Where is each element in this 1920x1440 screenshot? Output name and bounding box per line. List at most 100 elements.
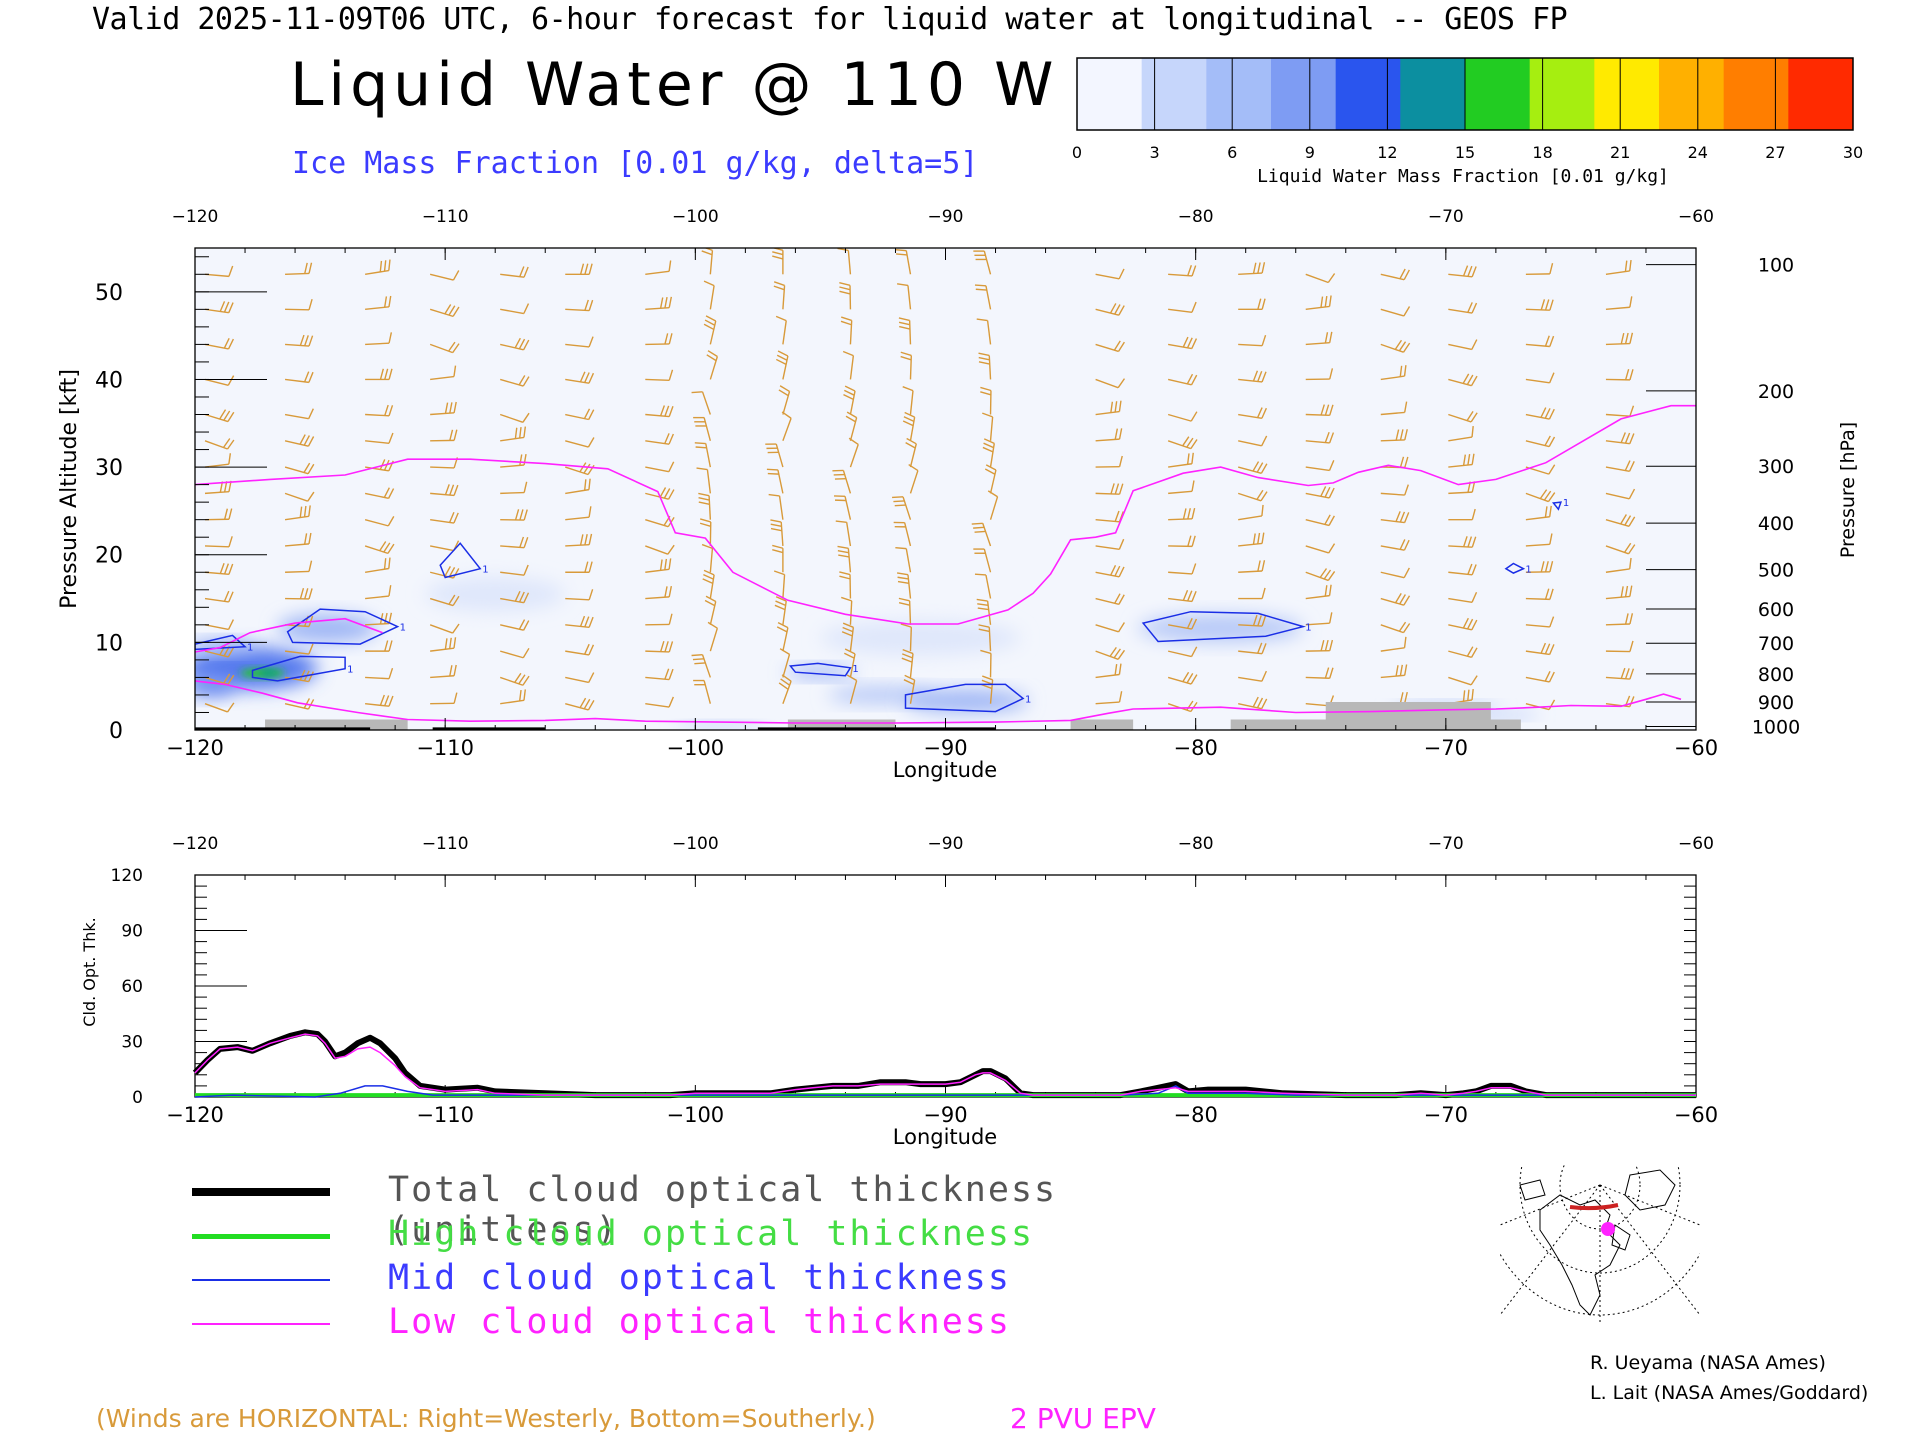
wind-barb — [703, 280, 715, 310]
wind-barb — [1168, 480, 1195, 495]
wind-barb — [1238, 334, 1267, 347]
wind-barb-shaft — [1095, 378, 1119, 389]
wind-barb-shaft — [1095, 624, 1119, 633]
wind-barb — [1305, 639, 1334, 652]
wind-barb-shaft — [782, 574, 786, 599]
wind-barb — [645, 333, 673, 346]
wind-barb-feather — [588, 533, 593, 545]
wind-barb-feather — [978, 624, 990, 628]
wind-barb-feather — [701, 543, 713, 550]
pressure-tick-label: 500 — [1758, 560, 1794, 582]
wind-barb-shaft — [847, 250, 852, 275]
wind-barb-feather — [387, 516, 395, 527]
wind-barb-feather — [1114, 428, 1119, 440]
wind-barb — [766, 468, 784, 494]
wind-barb-feather — [694, 662, 706, 665]
wind-barb-feather — [379, 541, 387, 552]
wind-barb-feather — [974, 284, 986, 287]
wind-barb — [980, 649, 992, 678]
wind-barb-feather — [388, 640, 393, 652]
wind-barb-feather — [388, 405, 394, 416]
wind-barb-feather — [453, 484, 459, 496]
colorbar-swatch — [1271, 58, 1337, 130]
wind-barb-feather — [1548, 671, 1555, 683]
wind-barb — [430, 484, 459, 497]
wind-barb-feather — [894, 504, 906, 507]
wind-barb-feather — [299, 588, 305, 600]
wind-barb-feather — [1398, 341, 1407, 352]
map-coastline — [1611, 1224, 1631, 1251]
wind-barb-feather — [1629, 296, 1633, 308]
legend-label-high: High cloud optical thickness — [388, 1214, 1035, 1254]
wind-barb-feather — [304, 588, 309, 600]
wind-barb — [896, 572, 912, 599]
wind-barb — [1168, 336, 1198, 350]
wind-barb — [1095, 646, 1126, 660]
map-meridian — [1599, 1184, 1700, 1316]
wind-barb-feather — [1257, 262, 1261, 274]
colorbar-tick-label: 6 — [1227, 143, 1237, 162]
wind-barb-feather — [588, 263, 593, 275]
wind-barb-feather — [900, 355, 912, 361]
wind-barb — [1095, 564, 1125, 578]
wind-barb-feather — [1118, 566, 1125, 578]
wind-barb-shaft — [1448, 597, 1473, 603]
wind-barb-shaft — [1095, 701, 1120, 705]
wind-barb-feather — [980, 649, 992, 655]
wind-barb-feather — [843, 389, 855, 396]
header-title-line: Valid 2025-11-09T06 UTC, 6-hour forecast… — [92, 2, 1568, 37]
wind-barb-shaft — [284, 413, 309, 420]
wind-barb — [1095, 378, 1126, 389]
wind-barb-feather — [518, 689, 522, 702]
wind-barb — [1167, 411, 1198, 422]
wind-barb — [645, 405, 674, 418]
wind-barb-shaft — [499, 413, 524, 423]
wind-barb — [1380, 401, 1408, 416]
wind-barb-shaft — [909, 627, 913, 652]
wind-barb-feather — [518, 338, 526, 350]
wind-barb-shaft — [1167, 650, 1192, 658]
wind-barb — [905, 437, 917, 468]
wind-barb — [500, 481, 528, 495]
wind-barb — [1380, 567, 1410, 579]
wind-barb-feather — [659, 487, 667, 498]
wind-barb-feather — [659, 405, 666, 417]
wind-barb-feather — [775, 596, 787, 602]
upper-y-axis-title-right: Pressure [hPa] — [1837, 422, 1859, 558]
wind-barb-feather — [1190, 674, 1198, 685]
wind-barb — [1380, 306, 1411, 317]
legend-item-total: Total cloud optical thickness (unitless) — [192, 1170, 1092, 1250]
wind-barb — [204, 508, 233, 521]
wind-barb-feather — [1186, 673, 1194, 684]
wind-barb-shaft — [1168, 571, 1193, 575]
wind-barb-feather — [835, 520, 847, 523]
wind-barb — [1305, 543, 1336, 554]
wind-barb — [843, 385, 856, 415]
wind-barb-feather — [514, 337, 521, 349]
wind-barb-shaft — [1448, 343, 1472, 351]
wind-barb — [837, 545, 852, 573]
wind-barb-feather — [1260, 491, 1268, 502]
wind-barb-feather — [388, 332, 393, 344]
wind-barb — [1238, 587, 1266, 600]
wind-barb-feather — [1403, 567, 1410, 578]
wind-barb — [565, 478, 591, 495]
wind-barb-feather — [770, 519, 782, 523]
wind-barb — [765, 443, 784, 468]
pressure-tick-label: 800 — [1758, 664, 1794, 686]
wind-barb — [1525, 616, 1555, 628]
wind-barb-feather — [303, 462, 311, 473]
wind-barb-feather — [981, 683, 993, 690]
wind-barb — [1238, 642, 1267, 655]
wind-barb — [1168, 617, 1198, 630]
wind-barb — [846, 674, 858, 704]
wind-barb-feather — [588, 336, 594, 348]
wind-barb — [645, 369, 674, 381]
wind-barb — [707, 621, 719, 652]
wind-barb-feather — [896, 572, 909, 576]
wind-barb-feather — [387, 488, 395, 499]
wind-barb-feather — [704, 319, 716, 326]
wind-barb — [1605, 460, 1635, 472]
wind-barb — [768, 493, 784, 520]
wind-barb-feather — [773, 281, 785, 287]
